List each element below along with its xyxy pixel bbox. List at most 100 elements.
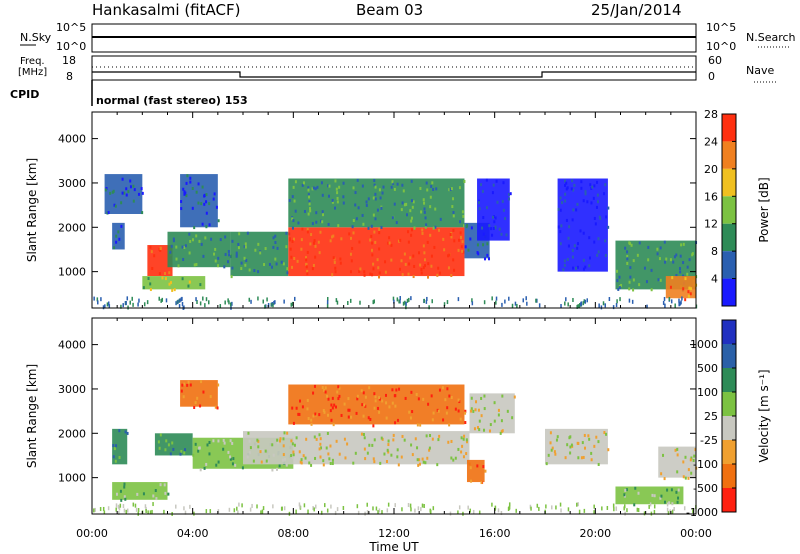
data-speckle — [429, 195, 432, 199]
ground-scatter — [290, 302, 293, 307]
ground-scatter — [508, 506, 510, 511]
ground-scatter — [283, 506, 286, 511]
ground-scatter — [298, 502, 301, 507]
data-speckle — [298, 450, 301, 454]
data-speckle — [336, 200, 339, 204]
data-speckle — [378, 275, 381, 279]
ground-scatter — [123, 508, 126, 513]
data-speckle — [444, 398, 447, 402]
ground-scatter — [93, 508, 95, 513]
data-speckle — [413, 264, 416, 268]
data-speckle — [417, 463, 420, 467]
data-speckle — [245, 259, 248, 263]
ground-scatter — [410, 296, 412, 301]
ground-scatter — [228, 300, 230, 305]
data-speckle — [563, 259, 566, 263]
data-speckle — [317, 240, 320, 244]
data-speckle — [429, 434, 432, 438]
data-speckle — [417, 397, 420, 401]
data-speckle — [228, 253, 231, 257]
data-speckle — [501, 199, 504, 203]
data-speckle — [483, 407, 486, 411]
data-speckle — [201, 185, 204, 189]
data-speckle — [689, 292, 692, 296]
data-speckle — [334, 270, 337, 274]
data-speckle — [308, 200, 311, 204]
data-speckle — [675, 273, 678, 277]
data-speckle — [450, 274, 453, 278]
data-speckle — [331, 200, 334, 204]
data-speckle — [197, 449, 200, 453]
data-speckle — [332, 256, 335, 260]
y-tick-label: 4000 — [58, 339, 86, 352]
data-speckle — [288, 198, 291, 202]
data-speckle — [466, 440, 469, 444]
data-speckle — [312, 186, 315, 190]
data-speckle — [411, 410, 414, 414]
data-speckle — [394, 404, 397, 408]
ground-scatter — [175, 301, 177, 306]
data-region — [154, 433, 193, 456]
ground-scatter — [626, 508, 628, 513]
data-speckle — [205, 225, 208, 229]
data-speckle — [369, 417, 372, 421]
data-speckle — [377, 266, 380, 270]
data-speckle — [214, 259, 217, 263]
data-speckle — [502, 181, 505, 185]
ground-scatter — [224, 300, 226, 305]
data-speckle — [418, 462, 421, 466]
data-speckle — [453, 268, 456, 272]
data-speckle — [497, 413, 500, 417]
data-speckle — [605, 432, 608, 436]
data-speckle — [203, 193, 206, 197]
data-speckle — [121, 177, 124, 181]
data-speckle — [294, 180, 297, 184]
data-speckle — [410, 228, 413, 232]
ground-scatter — [668, 297, 671, 302]
data-speckle — [387, 241, 390, 245]
data-speckle — [285, 463, 288, 467]
data-speckle — [482, 465, 485, 469]
data-speckle — [470, 409, 473, 413]
data-speckle — [409, 209, 412, 213]
data-speckle — [577, 456, 580, 460]
ground-scatter — [678, 302, 680, 307]
data-speckle — [362, 222, 365, 226]
data-speckle — [483, 394, 486, 398]
data-speckle — [478, 428, 481, 432]
data-speckle — [391, 388, 394, 392]
data-speckle — [327, 222, 330, 226]
ground-scatter — [251, 503, 253, 508]
noise-tick-left-bottom: 10^0 — [56, 40, 86, 53]
data-speckle — [118, 455, 121, 459]
data-speckle — [687, 294, 690, 298]
data-speckle — [392, 433, 395, 437]
data-speckle — [593, 240, 596, 244]
ground-scatter — [366, 502, 368, 507]
data-speckle — [418, 251, 421, 255]
data-speckle — [291, 239, 294, 243]
ground-scatter — [273, 300, 275, 305]
ground-scatter — [272, 303, 274, 308]
data-speckle — [314, 412, 317, 416]
ground-scatter — [117, 504, 120, 509]
data-speckle — [193, 405, 196, 409]
ground-scatter — [262, 299, 264, 304]
data-speckle — [195, 234, 198, 238]
ground-scatter — [102, 305, 105, 310]
data-speckle — [372, 262, 375, 266]
data-speckle — [549, 431, 552, 435]
data-speckle — [596, 253, 599, 257]
data-speckle — [237, 246, 240, 250]
data-speckle — [442, 418, 445, 422]
data-speckle — [264, 449, 267, 453]
ground-scatter — [386, 508, 389, 513]
data-speckle — [643, 266, 646, 270]
data-speckle — [498, 227, 501, 231]
ground-scatter — [578, 509, 581, 514]
data-speckle — [321, 210, 324, 214]
data-speckle — [566, 443, 569, 447]
data-speckle — [118, 429, 121, 433]
data-speckle — [265, 459, 268, 463]
data-speckle — [682, 475, 685, 479]
